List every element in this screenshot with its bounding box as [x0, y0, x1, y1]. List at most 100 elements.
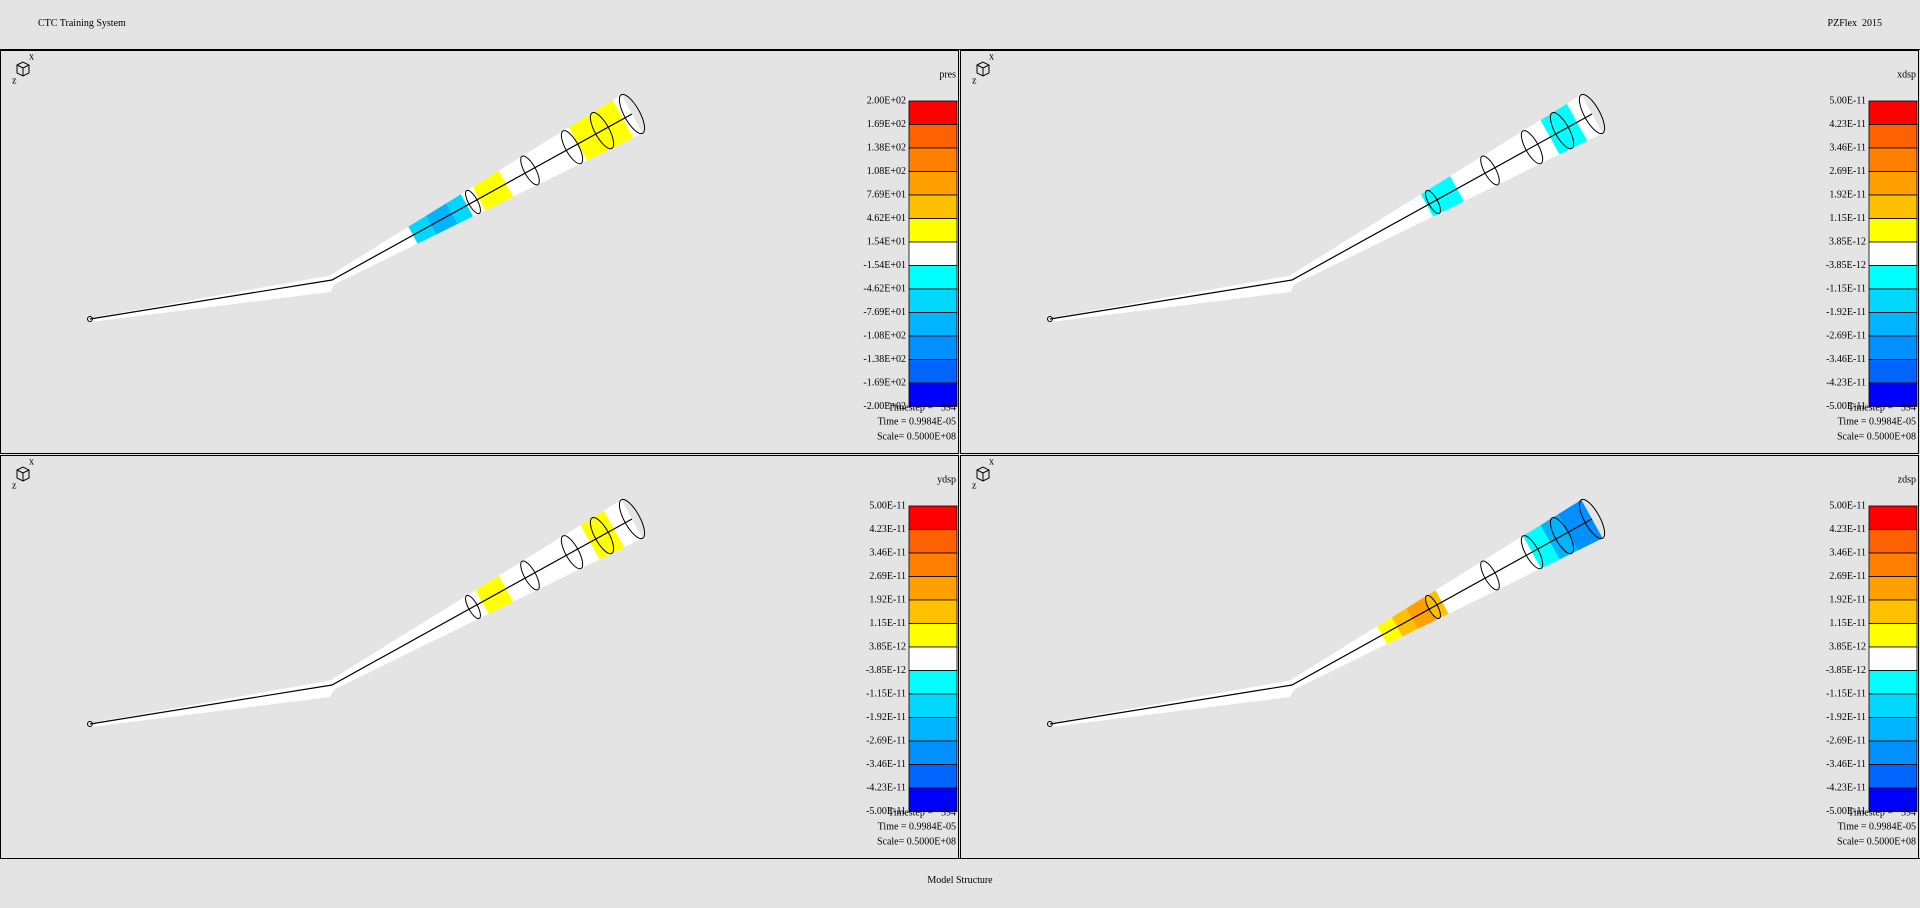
triad-x: x: [989, 456, 994, 467]
legend-swatch: [908, 265, 958, 290]
model-ring: [1480, 155, 1500, 186]
timestep-label: Timestep =: [1848, 402, 1893, 413]
legend-swatch: [908, 552, 958, 577]
legend-label: -2.00E+02: [863, 401, 906, 412]
legend-swatch: [1868, 335, 1918, 360]
legend-label: -3.85E-12: [1826, 665, 1866, 676]
legend-swatch: [1868, 740, 1918, 765]
model-ring: [520, 155, 540, 186]
model: [1047, 498, 1606, 727]
legend-swatch: [1868, 552, 1918, 577]
legend-swatch: [908, 623, 958, 648]
legend-swatch: [908, 599, 958, 624]
model-tip: [1047, 316, 1053, 322]
legend-label: -4.23E-11: [1826, 782, 1866, 793]
legend-label: -3.46E-11: [1826, 354, 1866, 365]
legend-swatch: [908, 529, 958, 554]
legend-label: 1.92E-11: [1829, 594, 1866, 605]
model-body: [90, 499, 643, 727]
timestep-label: Timestep =: [888, 807, 933, 818]
model-tip: [87, 316, 93, 322]
viewport-panel: x z xdsp 5.00E-11 4.23E-11 3.46E-11 2.69E-11 1.…: [960, 50, 1919, 454]
legend-swatch: [908, 194, 958, 219]
variable-name: ydsp: [937, 474, 956, 485]
legend-label: -2.69E-11: [1826, 330, 1866, 341]
viewport-panel: x z ydsp 5.00E-11 4.23E-11 3.46E-11 2.69E-11 1.…: [0, 455, 959, 859]
timestep-label: Timestep =: [1848, 807, 1893, 818]
legend-label: 1.69E+02: [867, 119, 906, 130]
legend-label: 3.46E-11: [869, 547, 906, 558]
model: [87, 498, 646, 727]
centerline: [89, 518, 633, 725]
legend-swatch: [1868, 171, 1918, 196]
model-ring: [465, 594, 481, 620]
model-ring: [1578, 93, 1606, 135]
legend-swatch: [908, 359, 958, 384]
model-ring: [1578, 498, 1606, 540]
legend-label: -1.92E-11: [1826, 307, 1866, 318]
scale-value: Scale= 0.5000E+08: [877, 836, 956, 847]
legend-label: -1.15E-11: [1826, 688, 1866, 699]
model-band: [568, 100, 634, 161]
legend-label: 1.08E+02: [867, 166, 906, 177]
variable-name: xdsp: [1897, 69, 1916, 80]
triad-icon: [976, 466, 990, 482]
legend-swatch: [908, 740, 958, 765]
triad-z: z: [972, 75, 977, 86]
triad-icon: [16, 61, 30, 77]
legend-label: 4.23E-11: [1829, 119, 1866, 130]
viewport: x z zdsp 5.00E-11 4.23E-11 3.46E-11 2.69E-11 1.…: [972, 456, 1918, 847]
legend-label: -1.92E-11: [1826, 712, 1866, 723]
legend-label: 1.15E-11: [869, 618, 906, 629]
legend-label: -4.62E+01: [863, 283, 906, 294]
triad-x: x: [29, 456, 34, 467]
legend-swatch: [908, 505, 958, 530]
model-ring: [1480, 560, 1500, 591]
legend-swatch: [1868, 288, 1918, 313]
legend-swatch: [1868, 670, 1918, 695]
model-ring: [560, 130, 584, 165]
legend-swatch: [908, 100, 958, 125]
triad-icon: [16, 466, 30, 482]
legend-label: 5.00E-11: [1829, 500, 1866, 511]
model-ring: [618, 498, 646, 540]
legend-swatch: [908, 764, 958, 789]
viewport: x z pres 2.00E+02 1.69E+02 1.38E+02 1.08E+02 7.…: [12, 51, 958, 442]
legend-swatch: [1868, 124, 1918, 149]
legend-label: 1.38E+02: [867, 142, 906, 153]
time-value: Time = 0.9984E-05: [1838, 416, 1916, 427]
status-label: Model Structure: [927, 875, 993, 886]
variable-name: zdsp: [1898, 474, 1916, 485]
legend-label: -4.23E-11: [1826, 377, 1866, 388]
legend-swatch: [1868, 265, 1918, 290]
model: [1047, 93, 1606, 322]
viewport: x z xdsp 5.00E-11 4.23E-11 3.46E-11 2.69E-11 1.…: [972, 51, 1918, 442]
timestep-value: 594: [941, 807, 956, 818]
model-body: [1050, 499, 1603, 727]
legend-label: 2.00E+02: [867, 95, 906, 106]
app-title: CTC Training System: [38, 18, 126, 29]
model-tip: [87, 721, 93, 727]
legend-label: -2.69E-11: [866, 735, 906, 746]
legend-swatch: [908, 241, 958, 266]
model-ring: [589, 112, 615, 150]
legend-label: -1.38E+02: [863, 354, 906, 365]
centerline: [1049, 113, 1593, 320]
legend-label: 1.15E-11: [1829, 618, 1866, 629]
legend-swatch: [1868, 312, 1918, 337]
triad-z: z: [972, 480, 977, 491]
legend-label: 1.92E-11: [869, 594, 906, 605]
legend-swatch: [1868, 623, 1918, 648]
legend-swatch: [908, 312, 958, 337]
legend-swatch: [908, 670, 958, 695]
legend-swatch: [908, 147, 958, 172]
viewport: x z ydsp 5.00E-11 4.23E-11 3.46E-11 2.69E-11 1.…: [12, 456, 958, 847]
legend-label: -1.08E+02: [863, 330, 906, 341]
timestep-value: 594: [941, 402, 956, 413]
timestep-value: 594: [1901, 807, 1916, 818]
legend-label: 3.85E-12: [1829, 236, 1866, 247]
legend-swatch: [1868, 147, 1918, 172]
divider: [0, 858, 1920, 859]
timestep-label: Timestep =: [888, 402, 933, 413]
